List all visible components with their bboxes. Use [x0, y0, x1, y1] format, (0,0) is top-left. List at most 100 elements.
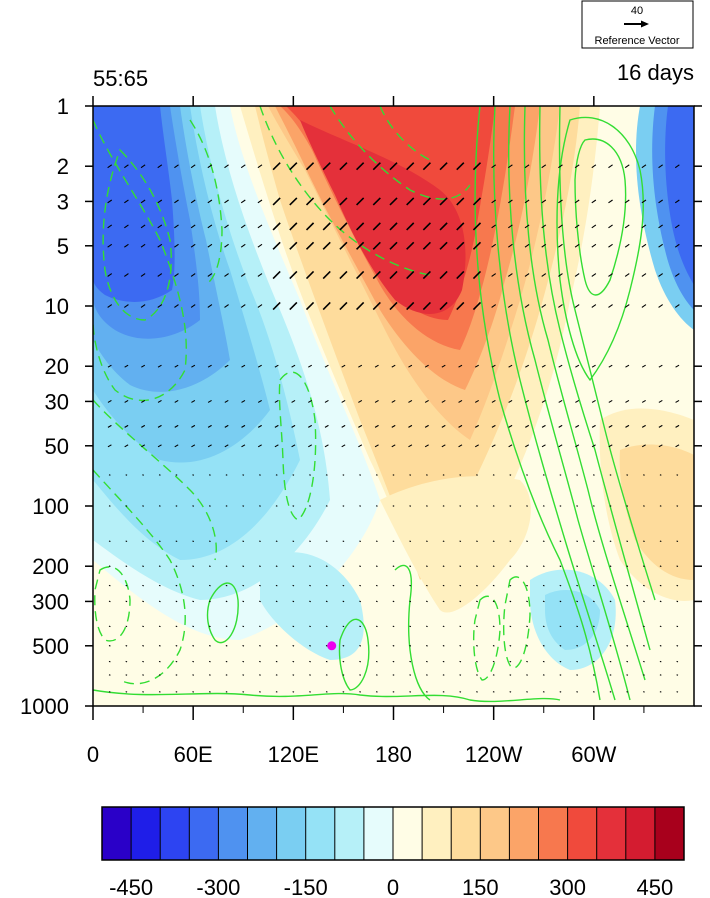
wind-vector	[190, 273, 196, 277]
wind-vector	[408, 364, 413, 368]
colorbar-tick-label: -150	[284, 875, 328, 898]
wind-vector	[526, 600, 528, 603]
wind-vector	[526, 674, 528, 676]
wind-vector	[359, 565, 362, 567]
wind-vector	[175, 505, 178, 507]
wind-vector	[472, 162, 482, 171]
wind-vector	[158, 505, 161, 507]
wind-vector	[641, 424, 646, 428]
wind-vector	[624, 273, 630, 277]
wind-vector	[374, 444, 379, 448]
x-tick-label: 180	[375, 742, 412, 767]
wind-vector	[626, 645, 629, 647]
wind-vector	[641, 444, 646, 448]
wind-vector	[272, 301, 281, 311]
wind-vector	[309, 540, 311, 542]
wind-vector	[291, 444, 296, 448]
wind-vector	[625, 444, 630, 448]
wind-vector	[240, 243, 246, 248]
wind-vector	[509, 540, 512, 542]
wind-vector	[674, 224, 680, 229]
wind-vector	[339, 222, 348, 231]
wind-vector	[643, 474, 645, 476]
wind-vector	[322, 270, 331, 280]
wind-vector	[142, 674, 144, 676]
wind-vector	[324, 444, 329, 448]
wind-vector	[574, 304, 580, 308]
wind-vector	[259, 674, 261, 676]
wind-vector	[125, 691, 128, 693]
wind-vector	[422, 197, 431, 206]
wind-vector	[356, 197, 365, 206]
wind-vector	[208, 674, 211, 676]
wind-vector	[542, 540, 545, 542]
wind-vector	[675, 444, 680, 448]
wind-vector	[609, 540, 612, 542]
wind-vector	[476, 565, 478, 567]
wind-vector	[576, 645, 579, 647]
wind-vector	[476, 540, 478, 542]
wind-vector	[389, 197, 398, 206]
wind-vector	[142, 565, 144, 567]
colorbar-swatch	[102, 807, 132, 860]
y-tick-label: 3	[57, 189, 69, 214]
wind-vector	[409, 474, 412, 476]
wind-vector	[292, 691, 295, 693]
wind-vector	[175, 674, 178, 676]
wind-vector	[391, 424, 396, 428]
wind-vector	[140, 164, 146, 169]
wind-vector	[459, 600, 462, 603]
wind-vector	[676, 625, 679, 628]
wind-vector	[576, 584, 579, 587]
wind-vector	[576, 474, 579, 476]
wind-vector	[509, 565, 512, 567]
wind-vector	[289, 222, 298, 231]
wind-vector	[257, 444, 262, 448]
wind-vector	[358, 424, 363, 428]
wind-vector	[359, 474, 362, 476]
wind-vector	[375, 674, 378, 676]
wind-vector	[375, 474, 378, 476]
wind-vector	[192, 660, 195, 663]
x-axis: 0 60E 120E 180 120W 60W	[87, 96, 645, 767]
wind-vector	[476, 660, 478, 663]
wind-vector	[574, 164, 580, 169]
wind-vector	[257, 199, 263, 204]
wind-vector	[208, 691, 211, 693]
wind-vector	[507, 224, 513, 229]
wind-vector	[409, 505, 412, 507]
wind-vector	[608, 364, 613, 368]
wind-vector	[342, 625, 345, 628]
wind-vector	[558, 399, 563, 403]
wind-vector	[575, 364, 580, 368]
wind-vector	[392, 540, 395, 542]
wind-vector	[259, 540, 261, 542]
wind-vector	[257, 424, 262, 428]
wind-vector	[322, 162, 331, 171]
wind-vector	[108, 625, 111, 628]
wind-vector	[542, 600, 545, 603]
wind-vector	[275, 660, 278, 663]
wind-vector	[541, 164, 547, 169]
shaded-field	[93, 106, 694, 706]
wind-vector	[108, 505, 111, 507]
wind-vector	[341, 399, 346, 403]
wind-vector	[142, 540, 144, 542]
wind-vector	[458, 444, 463, 448]
colorbar-swatch	[538, 807, 568, 860]
wind-vector	[175, 565, 178, 567]
wind-vector	[442, 474, 445, 476]
wind-vector	[207, 243, 213, 248]
wind-vector	[392, 565, 395, 567]
wind-vector	[259, 505, 261, 507]
wind-vector	[558, 364, 563, 368]
wind-vector	[659, 474, 662, 476]
wind-vector	[624, 304, 630, 308]
wind-vector	[508, 444, 513, 448]
wind-vector	[259, 645, 261, 647]
wind-vector	[422, 301, 431, 311]
wind-vector	[158, 584, 161, 587]
wind-vector	[575, 424, 580, 428]
wind-vector	[676, 660, 679, 663]
